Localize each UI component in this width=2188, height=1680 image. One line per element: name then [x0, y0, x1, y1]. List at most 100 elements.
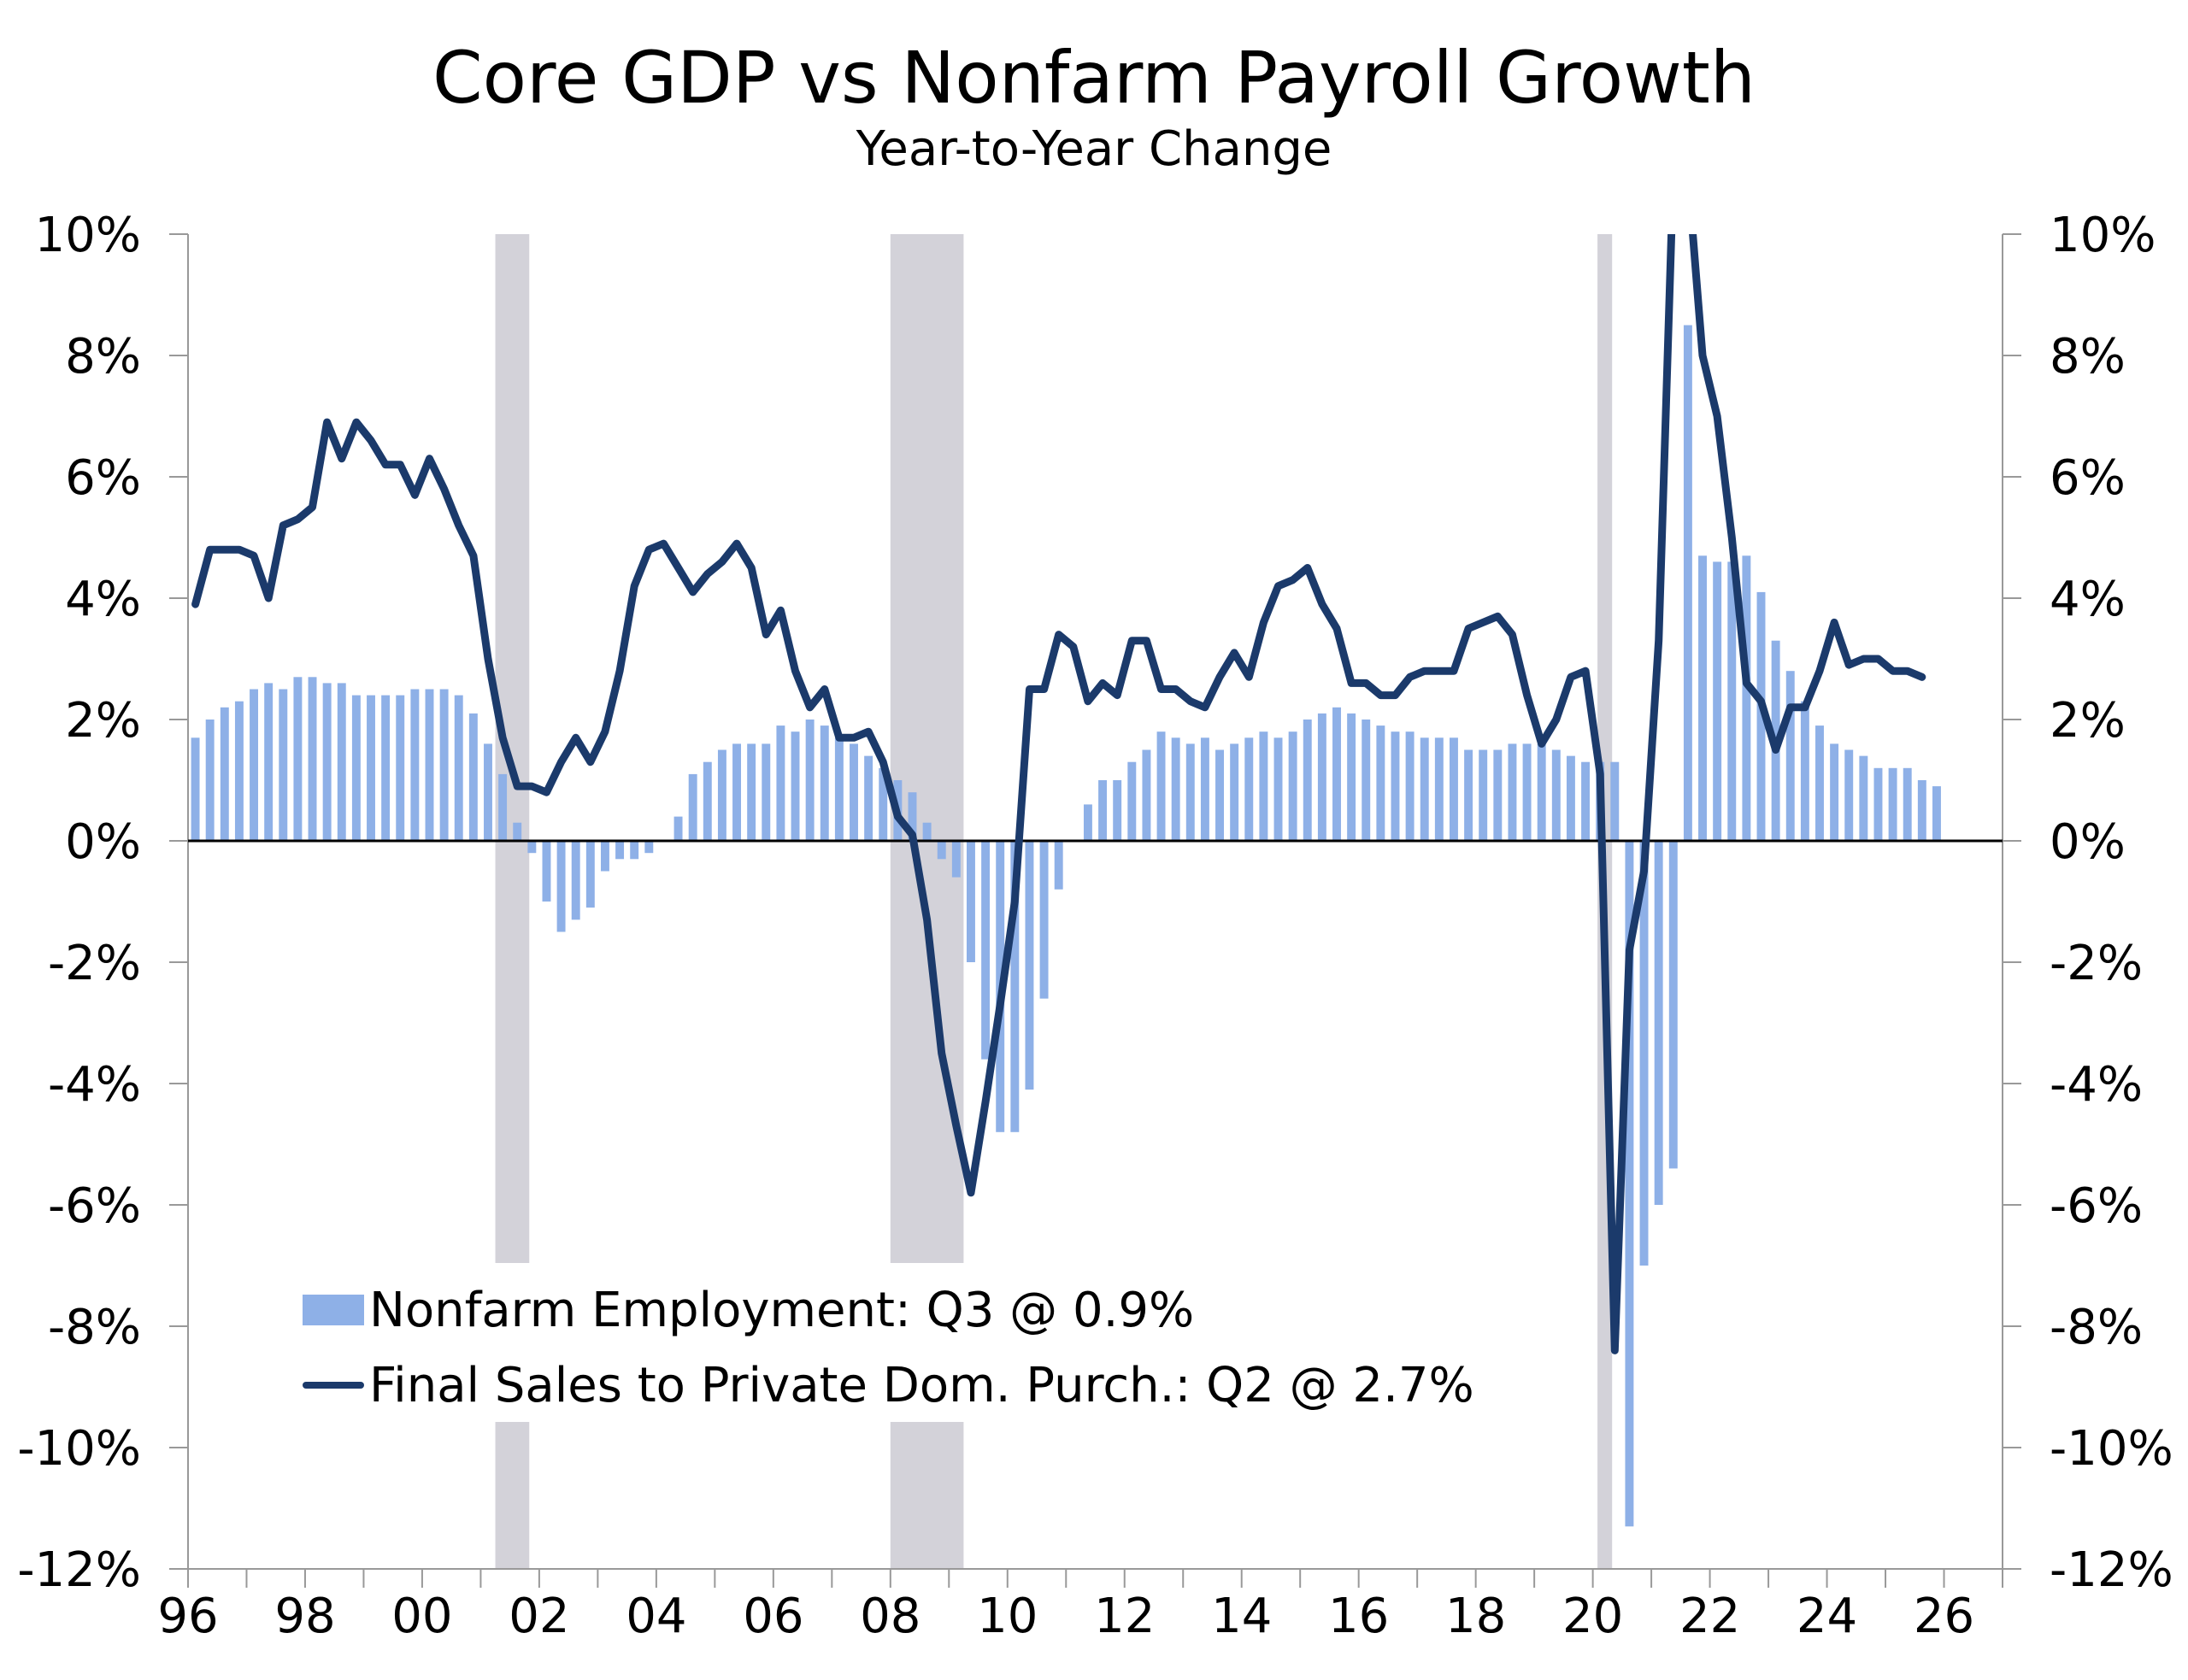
employment-bar: [1273, 737, 1283, 841]
employment-bar: [1185, 743, 1195, 841]
employment-bar: [937, 841, 946, 860]
employment-bar: [1244, 737, 1254, 841]
employment-bar: [337, 683, 346, 841]
final-sales-line: [191, 234, 1926, 1354]
employment-bar: [205, 720, 215, 841]
employment-bar: [951, 841, 961, 878]
employment-bar: [1420, 737, 1429, 841]
employment-bar: [1713, 561, 1722, 841]
employment-bar: [1127, 761, 1137, 841]
x-tick-label: 26: [1914, 1589, 1974, 1644]
x-tick-label: 18: [1445, 1589, 1506, 1644]
employment-bar: [1522, 743, 1532, 841]
employment-bar: [805, 720, 815, 841]
employment-bar: [220, 707, 229, 841]
y-tick-label-right: 2%: [2050, 693, 2126, 749]
employment-bar: [1698, 555, 1707, 841]
employment-bar: [410, 689, 420, 841]
employment-bar: [981, 841, 991, 1060]
employment-bar: [1010, 841, 1020, 1132]
employment-bar: [234, 701, 244, 841]
employment-bar: [1727, 561, 1737, 841]
employment-bar: [571, 841, 580, 920]
employment-bar: [864, 755, 873, 841]
legend-label-final-sales: Final Sales to Private Dom. Purch.: Q2 @…: [369, 1357, 1474, 1413]
employment-bar: [1449, 737, 1458, 841]
x-tick-label: 24: [1797, 1589, 1857, 1644]
y-tick-label-right: -8%: [2050, 1300, 2143, 1355]
employment-bar: [1610, 761, 1620, 841]
employment-bar: [1142, 749, 1151, 841]
employment-bar: [279, 689, 288, 841]
legend-item-final-sales: Final Sales to Private Dom. Purch.: Q2 @…: [303, 1355, 1474, 1415]
employment-bar: [1025, 841, 1034, 1090]
employment-bar: [1391, 731, 1400, 841]
employment-bar: [1654, 841, 1663, 1205]
y-tick-label-left: -10%: [17, 1421, 141, 1477]
employment-bar: [1405, 731, 1415, 841]
employment-bar: [1479, 749, 1488, 841]
y-tick-label-left: -6%: [48, 1178, 141, 1234]
x-tick-label: 20: [1562, 1589, 1623, 1644]
employment-bar: [1537, 743, 1546, 841]
employment-bar: [1566, 755, 1575, 841]
employment-bar: [381, 695, 391, 841]
bar-layer: [191, 325, 1941, 1527]
employment-bar: [850, 743, 858, 841]
legend-item-employment: Nonfarm Employment: Q3 @ 0.9%: [303, 1280, 1194, 1340]
employment-bar: [820, 725, 829, 841]
employment-bar: [717, 749, 726, 841]
employment-bar: [1800, 701, 1809, 841]
employment-bar: [1668, 841, 1678, 1169]
employment-bar: [454, 695, 463, 841]
employment-bar: [1917, 780, 1926, 841]
y-tick-label-left: -8%: [48, 1300, 141, 1355]
employment-bar: [732, 743, 742, 841]
employment-bar: [498, 773, 508, 841]
employment-bar: [264, 683, 274, 841]
employment-bar: [1888, 767, 1897, 841]
employment-bar: [1625, 841, 1634, 1527]
employment-bar: [556, 841, 566, 932]
employment-bar: [250, 689, 259, 841]
employment-bar: [1742, 555, 1751, 841]
employment-bar: [322, 683, 332, 841]
employment-bar: [1259, 731, 1268, 841]
employment-bar: [1347, 713, 1356, 841]
employment-bar: [1303, 720, 1312, 841]
y-tick-label-right: 8%: [2050, 329, 2126, 385]
employment-bar: [513, 822, 522, 841]
employment-bar: [1083, 804, 1092, 841]
y-tick-label-right: 10%: [2050, 208, 2156, 263]
employment-bar: [908, 792, 917, 841]
employment-bar: [1508, 743, 1517, 841]
employment-bar: [293, 677, 303, 841]
y-tick-label-right: 4%: [2050, 572, 2126, 627]
y-tick-label-left: -12%: [17, 1542, 141, 1598]
employment-bar: [1113, 780, 1122, 841]
y-tick-label-left: 0%: [65, 814, 141, 870]
employment-bar: [1434, 737, 1444, 841]
employment-bar: [1639, 841, 1649, 1266]
employment-bar: [615, 841, 625, 860]
x-tick-label: 04: [626, 1589, 686, 1644]
employment-bar: [1098, 780, 1108, 841]
employment-bar: [1171, 737, 1180, 841]
x-tick-label: 00: [391, 1589, 452, 1644]
employment-bar: [1200, 737, 1209, 841]
axis-layer: [169, 233, 2021, 1588]
x-tick-label: 10: [977, 1589, 1038, 1644]
x-tick-label: 22: [1679, 1589, 1740, 1644]
y-tick-label-right: -10%: [2050, 1421, 2173, 1477]
x-tick-label: 98: [274, 1589, 335, 1644]
x-tick-label: 08: [860, 1589, 920, 1644]
y-tick-label-right: -2%: [2050, 936, 2143, 991]
employment-bar: [1859, 755, 1868, 841]
legend-swatch-bar: [303, 1295, 364, 1325]
legend-label-employment: Nonfarm Employment: Q3 @ 0.9%: [369, 1282, 1195, 1338]
employment-bar: [600, 841, 609, 872]
y-tick-label-left: 8%: [65, 329, 141, 385]
x-tick-label: 96: [157, 1589, 218, 1644]
employment-bar: [688, 773, 697, 841]
